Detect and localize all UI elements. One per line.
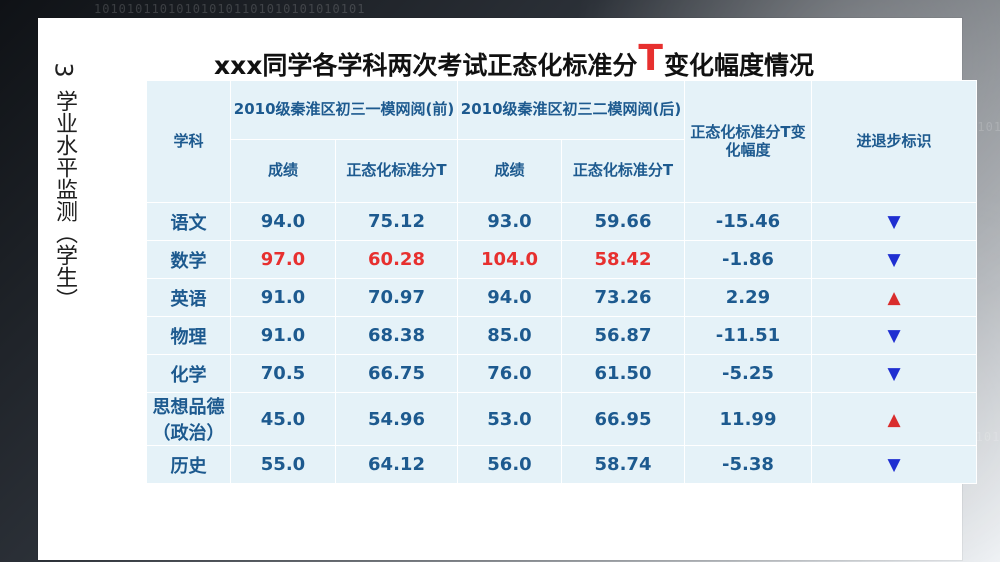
trend-cell: ▼ — [811, 354, 977, 393]
subject-cell: 思想品德（政治） — [146, 392, 231, 446]
exam-1-score-cell: 94.0 — [230, 202, 336, 241]
subject-cell: 数学 — [146, 240, 231, 279]
exam-1-score-cell: 91.0 — [230, 278, 336, 317]
exam-2-t-cell: 56.87 — [561, 316, 685, 355]
exam-2-score-cell: 93.0 — [457, 202, 562, 241]
side-title: 3 学业水平监测（学生） — [48, 56, 80, 356]
trend-cell: ▼ — [811, 240, 977, 279]
exam-2-t-cell: 58.42 — [561, 240, 685, 279]
header-t-2: 正态化标准分T — [561, 139, 685, 203]
table-row: 化学 70.5 66.75 76.0 61.50 -5.25 ▼ — [146, 354, 977, 393]
exam-1-score-cell: 45.0 — [230, 392, 336, 446]
table-row: 物理 91.0 68.38 85.0 56.87 -11.51 ▼ — [146, 316, 977, 355]
title-big-t: T — [638, 38, 663, 79]
table-row: 历史 55.0 64.12 56.0 58.74 -5.38 ▼ — [146, 445, 977, 484]
subject-cell: 英语 — [146, 278, 231, 317]
exam-1-t-cell: 75.12 — [335, 202, 458, 241]
trend-cell: ▲ — [811, 278, 977, 317]
exam-1-score-cell: 70.5 — [230, 354, 336, 393]
change-cell: -11.51 — [684, 316, 812, 355]
exam-1-score-cell: 97.0 — [230, 240, 336, 279]
exam-2-t-cell: 66.95 — [561, 392, 685, 446]
exam-2-score-cell: 76.0 — [457, 354, 562, 393]
change-cell: -5.25 — [684, 354, 812, 393]
title-prefix: xxx同学各学科两次考试正态化标准分 — [214, 51, 638, 80]
change-cell: -1.86 — [684, 240, 812, 279]
subject-cell: 语文 — [146, 202, 231, 241]
down-arrow-icon: ▼ — [887, 326, 901, 346]
up-arrow-icon: ▲ — [887, 409, 901, 430]
change-cell: 2.29 — [684, 278, 812, 317]
side-title-number: 3 — [50, 62, 78, 78]
exam-2-score-cell: 53.0 — [457, 392, 562, 446]
exam-1-t-cell: 64.12 — [335, 445, 458, 484]
exam-1-t-cell: 70.97 — [335, 278, 458, 317]
exam-2-score-cell: 104.0 — [457, 240, 562, 279]
down-arrow-icon: ▼ — [887, 455, 901, 475]
header-exam-2: 2010级秦淮区初三二模网阅(后) — [457, 80, 685, 140]
exam-1-t-cell: 66.75 — [335, 354, 458, 393]
table-row: 数学 97.0 60.28 104.0 58.42 -1.86 ▼ — [146, 240, 977, 279]
down-arrow-icon: ▼ — [887, 364, 901, 384]
exam-2-t-cell: 61.50 — [561, 354, 685, 393]
header-trend: 进退步标识 — [811, 80, 977, 203]
exam-1-t-cell: 68.38 — [335, 316, 458, 355]
exam-2-score-cell: 85.0 — [457, 316, 562, 355]
exam-2-score-cell: 94.0 — [457, 278, 562, 317]
page-title: xxx同学各学科两次考试正态化标准分T变化幅度情况 — [182, 38, 846, 83]
trend-cell: ▼ — [811, 316, 977, 355]
score-table-body: 语文 94.0 75.12 93.0 59.66 -15.46 ▼ 数学 97.0 60.28 10… — [146, 202, 977, 484]
header-score-1: 成绩 — [230, 139, 336, 203]
table-row: 英语 91.0 70.97 94.0 73.26 2.29 ▲ — [146, 278, 977, 317]
digit-row-1: 101010110101010101101010101010101 — [94, 2, 366, 16]
exam-2-score-cell: 56.0 — [457, 445, 562, 484]
down-arrow-icon: ▼ — [887, 250, 901, 270]
exam-1-t-cell: 60.28 — [335, 240, 458, 279]
exam-2-t-cell: 59.66 — [561, 202, 685, 241]
trend-cell: ▼ — [811, 202, 977, 241]
score-table: 学科 2010级秦淮区初三一模网阅(前) 2010级秦淮区初三二模网阅(后) 正… — [146, 80, 977, 484]
trend-cell: ▼ — [811, 445, 977, 484]
header-exam-1: 2010级秦淮区初三一模网阅(前) — [230, 80, 458, 140]
header-t-1: 正态化标准分T — [335, 139, 458, 203]
subject-cell: 物理 — [146, 316, 231, 355]
table-row: 语文 94.0 75.12 93.0 59.66 -15.46 ▼ — [146, 202, 977, 241]
change-cell: -15.46 — [684, 202, 812, 241]
table-row: 思想品德（政治） 45.0 54.96 53.0 66.95 11.99 ▲ — [146, 392, 977, 446]
subject-cell: 化学 — [146, 354, 231, 393]
exam-2-t-cell: 58.74 — [561, 445, 685, 484]
title-suffix: 变化幅度情况 — [663, 51, 814, 80]
subject-cell: 历史 — [146, 445, 231, 484]
exam-2-t-cell: 73.26 — [561, 278, 685, 317]
change-cell: 11.99 — [684, 392, 812, 446]
header-subject: 学科 — [146, 80, 231, 203]
header-score-2: 成绩 — [457, 139, 562, 203]
score-table-wrap: 学科 2010级秦淮区初三一模网阅(前) 2010级秦淮区初三二模网阅(后) 正… — [146, 80, 977, 484]
exam-1-score-cell: 55.0 — [230, 445, 336, 484]
down-arrow-icon: ▼ — [887, 212, 901, 232]
content-panel: xxx同学各学科两次考试正态化标准分T变化幅度情况 3 学业水平监测（学生） 学科… — [38, 18, 977, 560]
header-change: 正态化标准分T变化幅度 — [684, 80, 812, 203]
change-cell: -5.38 — [684, 445, 812, 484]
up-arrow-icon: ▲ — [887, 288, 901, 308]
exam-1-score-cell: 91.0 — [230, 316, 336, 355]
side-title-text: 学业水平监测（学生） — [52, 90, 77, 310]
trend-cell: ▲ — [811, 392, 977, 446]
exam-1-t-cell: 54.96 — [335, 392, 458, 446]
